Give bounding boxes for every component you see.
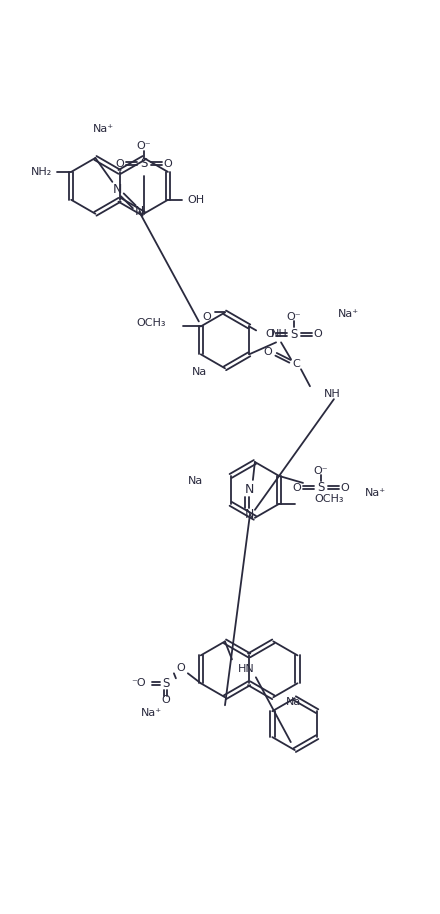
- Text: N: N: [113, 184, 122, 197]
- Text: Na: Na: [192, 367, 207, 377]
- Text: Na⁺: Na⁺: [93, 124, 114, 134]
- Text: O⁻: O⁻: [287, 313, 301, 323]
- Text: Na⁺: Na⁺: [140, 708, 161, 718]
- Text: OCH₃: OCH₃: [136, 318, 166, 328]
- Text: N: N: [245, 508, 255, 521]
- Text: O: O: [293, 483, 301, 493]
- Text: O: O: [176, 664, 185, 674]
- Text: S: S: [140, 157, 147, 170]
- Text: NH: NH: [271, 329, 288, 339]
- Text: S: S: [290, 328, 298, 341]
- Text: NH: NH: [324, 389, 341, 399]
- Text: NH₂: NH₂: [31, 167, 52, 177]
- Text: N: N: [245, 484, 255, 496]
- Text: Na: Na: [187, 476, 203, 486]
- Text: O: O: [115, 159, 124, 169]
- Text: O: O: [341, 483, 349, 493]
- Text: ⁻O: ⁻O: [132, 678, 146, 688]
- Text: S: S: [162, 676, 169, 690]
- Text: HN: HN: [238, 664, 254, 675]
- Text: O⁻: O⁻: [314, 466, 328, 476]
- Text: Na: Na: [286, 697, 301, 707]
- Text: O: O: [161, 696, 170, 706]
- Text: O: O: [163, 159, 172, 169]
- Text: C: C: [292, 359, 300, 369]
- Text: N: N: [135, 206, 144, 218]
- Text: O: O: [314, 329, 323, 339]
- Text: O: O: [266, 329, 275, 339]
- Text: O: O: [264, 347, 272, 357]
- Text: Na⁺: Na⁺: [338, 310, 359, 320]
- Text: O: O: [203, 313, 211, 323]
- Text: O⁻: O⁻: [136, 141, 151, 151]
- Text: Na⁺: Na⁺: [365, 488, 386, 498]
- Text: OCH₃: OCH₃: [314, 494, 344, 504]
- Text: S: S: [317, 482, 325, 494]
- Text: OH: OH: [187, 195, 205, 205]
